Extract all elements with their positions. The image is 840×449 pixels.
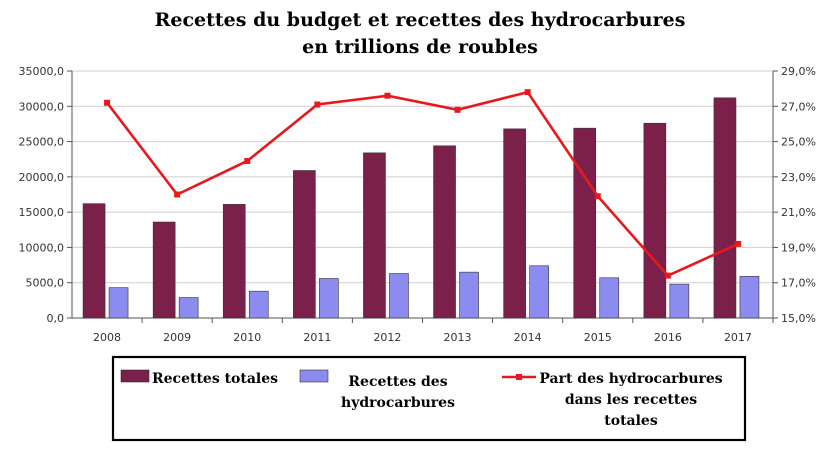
share-line-point — [384, 92, 391, 99]
x-axis-tick-label: 2008 — [93, 331, 121, 344]
x-axis-tick-label: 2012 — [373, 331, 401, 344]
right-axis-tick-label: 21,0% — [781, 206, 816, 219]
right-axis-tick-label: 29,0% — [781, 65, 816, 78]
legend-label-recettes-hydrocarbures: hydrocarbures — [341, 395, 455, 411]
x-axis-tick-label: 2016 — [654, 331, 682, 344]
left-axis-tick-label: 5000,0 — [26, 277, 65, 290]
chart-title: Recettes du budget et recettes des hydro… — [155, 9, 686, 31]
share-line-point — [664, 272, 671, 279]
right-axis-tick-label: 25,0% — [781, 136, 816, 149]
bar-recettes-hydrocarbures — [389, 273, 409, 319]
x-axis-tick-label: 2015 — [584, 331, 612, 344]
share-line-point — [524, 89, 531, 96]
bar-recettes-totales — [573, 127, 597, 319]
chart-subtitle: en trillions de roubles — [302, 36, 538, 58]
right-axis-tick-label: 23,0% — [781, 171, 816, 184]
x-axis-tick-label: 2017 — [724, 331, 752, 344]
bar-recettes-hydrocarbures — [459, 271, 479, 319]
left-axis-tick-label: 25000,0 — [19, 136, 65, 149]
right-axis-tick-label: 19,0% — [781, 241, 816, 254]
left-axis-tick-label: 20000,0 — [19, 171, 65, 184]
share-line-point — [244, 157, 251, 164]
bar-recettes-totales — [713, 97, 737, 319]
bar-recettes-hydrocarbures — [108, 287, 129, 319]
bar-recettes-hydrocarbures — [319, 278, 339, 319]
legend-box — [111, 355, 747, 442]
left-axis-tick-label: 30000,0 — [19, 100, 65, 113]
gridlines — [72, 70, 773, 319]
legend-swatch-share-marker — [516, 374, 522, 380]
bar-recettes-hydrocarbures — [529, 265, 549, 319]
x-axis-tick-label: 2011 — [303, 331, 331, 344]
bar-recettes-totales — [363, 152, 386, 319]
legend-swatch-recettes-totales — [120, 369, 150, 383]
left-axis-tick-label: 15000,0 — [19, 206, 65, 219]
right-axis-tick-label: 27,0% — [781, 100, 816, 113]
share-line-point — [594, 193, 601, 200]
bars — [82, 97, 760, 319]
legend-label-recettes-hydrocarbures: Recettes des — [348, 374, 447, 390]
share-line-point — [174, 191, 181, 198]
right-axis-tick-label: 17,0% — [781, 277, 816, 290]
x-axis-tick-label: 2009 — [163, 331, 191, 344]
legend-label-part-hydrocarbures: Part des hydrocarbures — [539, 371, 722, 387]
legend-label-part-hydrocarbures: totales — [604, 413, 658, 429]
bar-recettes-totales — [152, 221, 176, 319]
bar-recettes-totales — [293, 170, 316, 319]
bar-recettes-hydrocarbures — [669, 283, 690, 319]
x-axis-tick-label: 2014 — [514, 331, 542, 344]
bar-recettes-hydrocarbures — [599, 277, 620, 319]
bar-recettes-hydrocarbures — [739, 276, 760, 319]
x-axis-tick-label: 2010 — [233, 331, 261, 344]
share-line-point — [104, 99, 111, 106]
share-line-point — [454, 106, 461, 113]
left-axis-tick-label: 35000,0 — [19, 65, 65, 78]
share-line-point — [314, 101, 321, 108]
bar-recettes-hydrocarbures — [248, 290, 269, 319]
bar-recettes-totales — [433, 145, 456, 319]
bar-recettes-hydrocarbures — [178, 297, 199, 319]
legend: Recettes totales Recettes des hydrocarbure… — [111, 355, 747, 442]
share-line — [104, 89, 741, 279]
left-axis-tick-label: 10000,0 — [19, 241, 65, 254]
axes: 0,0 5000,0 10000,0 15000,0 20000,0 25000,0 300… — [19, 65, 816, 344]
x-axis-tick-label: 2013 — [444, 331, 472, 344]
right-axis-tick-label: 15,0% — [781, 312, 816, 325]
bar-recettes-totales — [222, 204, 246, 319]
bar-recettes-totales — [503, 128, 526, 319]
bar-recettes-totales — [82, 203, 106, 319]
legend-label-part-hydrocarbures: dans les recettes — [565, 392, 697, 408]
left-axis-tick-label: 0,0 — [47, 312, 65, 325]
legend-swatch-recettes-hydrocarbures — [299, 369, 329, 383]
legend-label-recettes-totales: Recettes totales — [152, 371, 278, 387]
share-line-path — [106, 90, 739, 278]
share-line-point — [734, 240, 741, 247]
bar-recettes-totales — [643, 122, 667, 319]
